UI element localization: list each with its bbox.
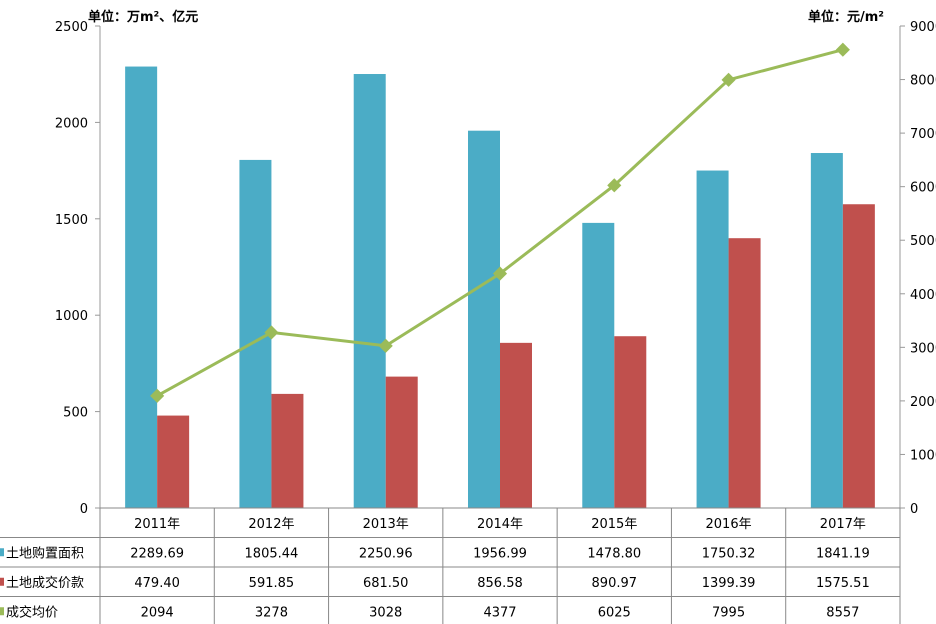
bar — [271, 393, 304, 508]
data-value-label: 2094 — [141, 605, 174, 620]
data-value-label: 1841.19 — [816, 546, 870, 561]
data-value-label: 1805.44 — [245, 546, 299, 561]
bar — [125, 66, 158, 509]
line-marker — [492, 266, 508, 281]
data-value-label: 4377 — [483, 605, 516, 620]
data-value-label: 2250.96 — [359, 546, 413, 561]
bar — [157, 415, 190, 508]
category-label: 2016年 — [706, 517, 752, 532]
category-label: 2017年 — [820, 517, 866, 532]
left-axis-ticks: 0 500 1000 1500 2000 2500 — [55, 20, 100, 517]
line-marker — [150, 388, 165, 403]
legend-label: 土地成交价款 — [6, 575, 84, 591]
data-value-label: 1478.80 — [587, 546, 641, 561]
right-unit-label: 单位：元/m² — [808, 9, 884, 25]
data-value-label: 1575.51 — [816, 576, 870, 591]
category-label: 2012年 — [248, 517, 294, 532]
bar — [582, 222, 615, 508]
bar — [468, 130, 500, 508]
data-value-label: 3028 — [369, 605, 402, 620]
legend-key — [0, 577, 4, 586]
left-tick-label: 1500 — [55, 213, 88, 228]
line-marker — [721, 72, 736, 87]
left-tick-label: 500 — [63, 406, 88, 421]
left-unit-label: 单位：万m²、亿元 — [88, 9, 198, 25]
data-value-label: 856.58 — [477, 576, 523, 591]
right-tick-label: 9000 — [910, 20, 936, 35]
category-label: 2015年 — [591, 517, 637, 532]
right-tick-label: 4000 — [910, 288, 936, 303]
legend-label: 成交均价 — [6, 604, 58, 620]
data-value-label: 6025 — [598, 605, 631, 620]
bar — [353, 74, 386, 508]
data-value-label: 7995 — [712, 605, 745, 620]
legend-key — [0, 607, 4, 616]
bar — [614, 336, 647, 508]
left-tick-label: 1000 — [55, 309, 88, 324]
data-value-label: 890.97 — [592, 576, 638, 591]
data-value-label: 3278 — [255, 605, 288, 620]
data-value-label: 2289.69 — [130, 546, 184, 561]
data-value-label: 591.85 — [249, 576, 295, 591]
bar — [842, 204, 875, 508]
legend-key — [0, 548, 4, 557]
right-tick-label: 2000 — [910, 395, 936, 410]
right-tick-label: 8000 — [910, 74, 936, 89]
bar — [810, 153, 843, 509]
right-tick-label: 1000 — [910, 448, 936, 463]
right-tick-label: 3000 — [910, 341, 936, 356]
axes — [99, 26, 901, 508]
bars — [125, 66, 875, 509]
category-label: 2011年 — [134, 517, 180, 532]
bar — [500, 342, 532, 508]
data-value-label: 1750.32 — [702, 546, 756, 561]
data-value-label: 479.40 — [134, 576, 180, 591]
category-label: 2013年 — [363, 517, 409, 532]
right-tick-label: 7000 — [910, 127, 936, 142]
line-marker — [378, 338, 393, 353]
bar — [728, 238, 761, 508]
category-label: 2014年 — [477, 517, 523, 532]
line-marker — [264, 325, 279, 340]
data-value-label: 1399.39 — [702, 576, 756, 591]
left-tick-label: 2500 — [55, 20, 88, 35]
price-line — [150, 42, 850, 403]
line-marker — [835, 42, 850, 57]
data-table: 2011年 2012年 2013年 2014年 2015年 2016年 2017年土地购置面… — [0, 507, 901, 624]
line-marker — [607, 178, 622, 193]
data-value-label: 8557 — [826, 605, 859, 620]
legend-label: 土地购置面积 — [6, 545, 84, 561]
data-value-label: 681.50 — [363, 576, 409, 591]
right-tick-label: 6000 — [910, 181, 936, 196]
right-tick-label: 0 — [910, 502, 918, 517]
left-tick-label: 0 — [80, 502, 88, 517]
bar — [385, 376, 418, 508]
data-value-label: 1956.99 — [473, 546, 527, 561]
left-tick-label: 2000 — [55, 116, 88, 131]
bar — [696, 170, 729, 508]
